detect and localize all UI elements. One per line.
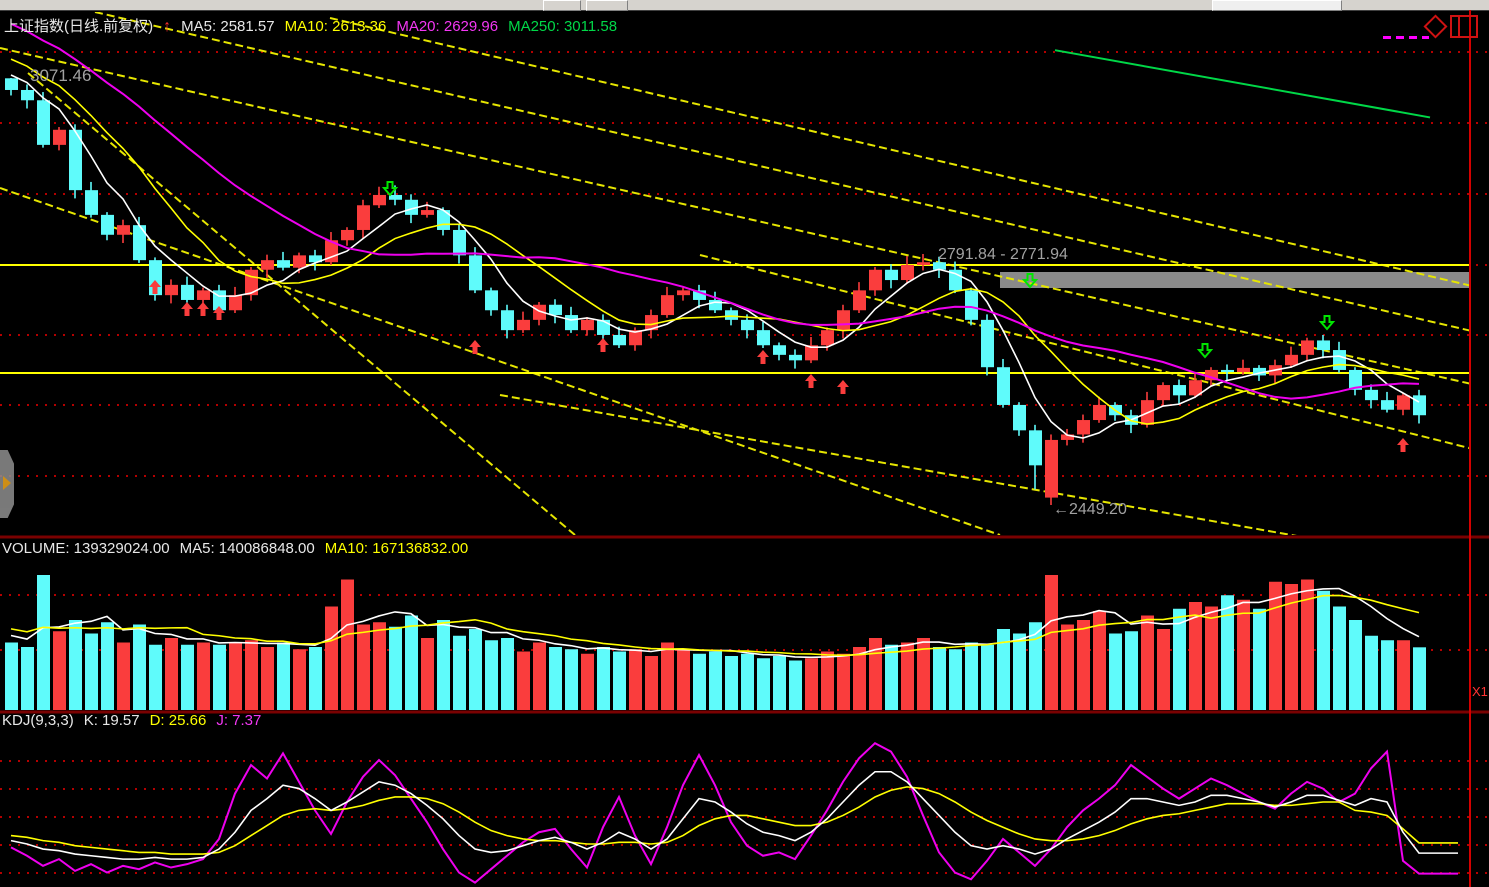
split-window-icon[interactable] [1450, 15, 1478, 38]
kdj-header: KDJ(9,3,3) K: 19.57 D: 25.66 J: 7.37 [2, 712, 271, 729]
gap-zone-label: 2791.84 - 2771.94 [938, 246, 1068, 263]
volume-header: VOLUME: 139329024.00 MA5: 140086848.00 MA1… [2, 540, 478, 557]
ma10-value: MA10: 2613.36 [284, 18, 387, 35]
sidebar-flyout-handle[interactable] [0, 450, 14, 518]
volume-ma10-value: MA10: 167136832.00 [324, 540, 469, 557]
window-titlebar-strip [0, 0, 1489, 11]
kdj-d-value: D: 25.66 [149, 712, 207, 729]
high-price-label: 3071.46 [30, 66, 92, 85]
kdj-name: KDJ(9,3,3) [2, 712, 74, 729]
x1-scale-label: X1 [1472, 684, 1488, 699]
kdj-j-value: J: 7.37 [216, 712, 262, 729]
ma250-value: MA250: 3011.58 [508, 18, 618, 35]
ma20-value: MA20: 2629.96 [396, 18, 499, 35]
main-chart-header: 上证指数(日线.前复权) ↑ MA5: 2581.57 MA10: 2613.36 MA… [4, 15, 627, 36]
drawn-dashed-line[interactable] [1383, 36, 1429, 39]
low-price-label: ←2449.20 [1053, 501, 1127, 518]
volume-value: VOLUME: 139329024.00 [2, 540, 170, 557]
symbol-title: 上证指数(日线.前复权) [4, 18, 154, 35]
volume-ma5-value: MA5: 140086848.00 [179, 540, 315, 557]
split-window-icon-divider [1458, 17, 1460, 36]
titlebar-button[interactable] [586, 0, 628, 11]
ma5-value: MA5: 2581.57 [181, 18, 275, 35]
titlebar-button[interactable] [1212, 0, 1342, 11]
titlebar-button[interactable] [543, 0, 581, 11]
expand-right-icon [3, 476, 11, 490]
up-arrow-icon: ↑ [163, 18, 172, 35]
kdj-k-value: K: 19.57 [83, 712, 140, 729]
